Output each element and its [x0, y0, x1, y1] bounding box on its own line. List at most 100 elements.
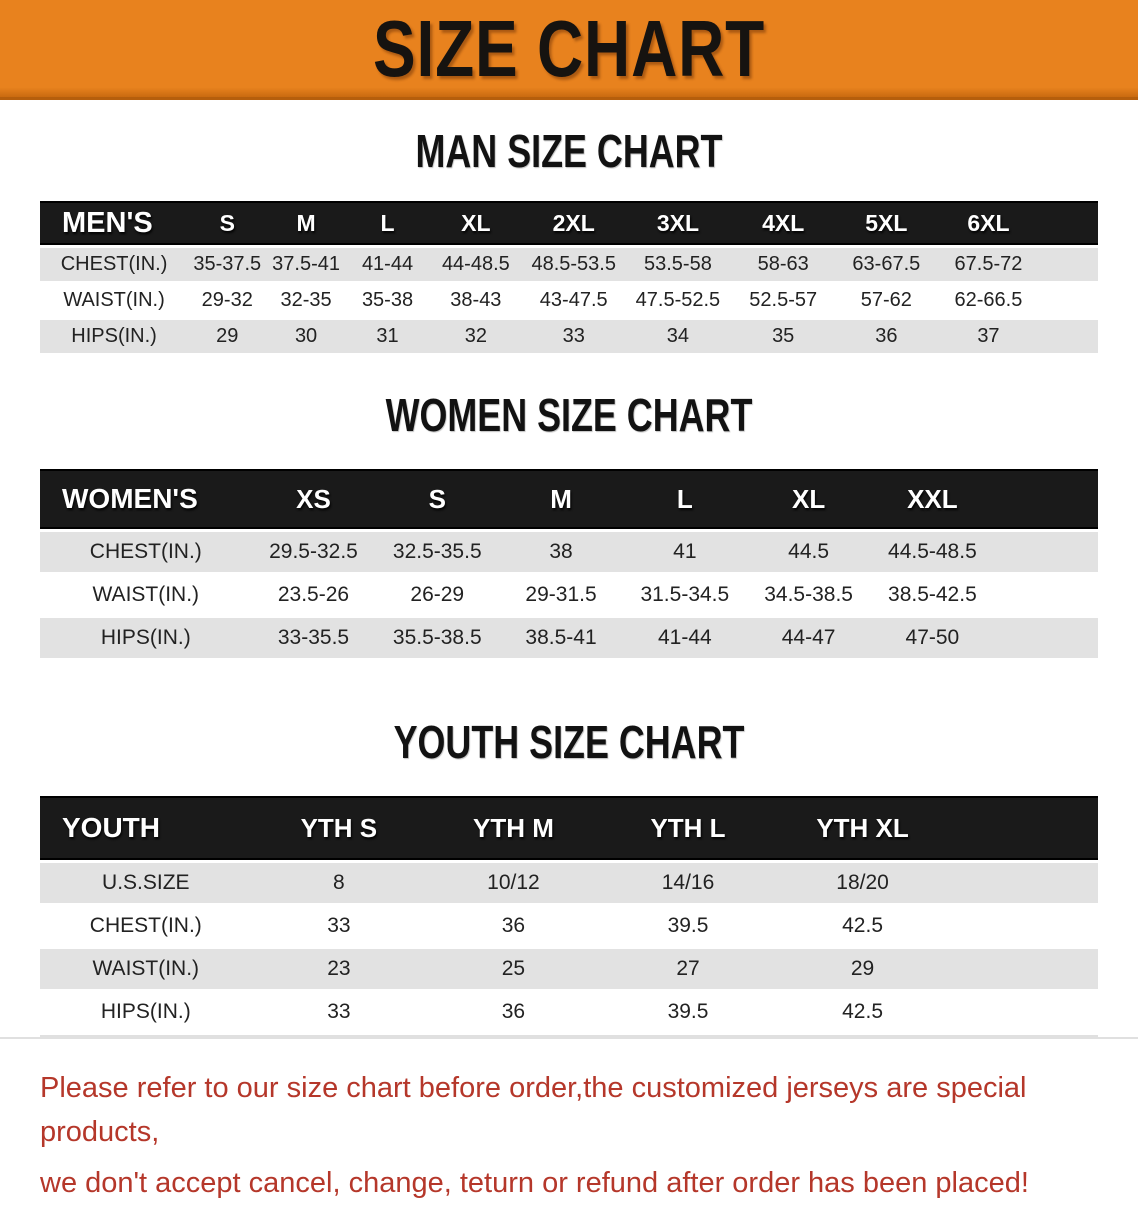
size-value-cell: 29.5-32.5: [251, 532, 376, 572]
size-value-cell: 32-35: [266, 284, 346, 317]
size-value-cell: 37: [937, 320, 1040, 353]
column-header: 5XL: [835, 201, 938, 245]
size-value-cell: 62-66.5: [937, 284, 1040, 317]
row-label: HIPS(IN.): [40, 618, 252, 658]
size-value-cell: 36: [426, 992, 601, 1032]
size-value-cell: 57-62: [835, 284, 938, 317]
column-header: YTH L: [600, 796, 776, 860]
size-value-cell: 44.5: [746, 532, 871, 572]
size-value-cell: 29: [188, 320, 267, 353]
size-value-cell: 30: [266, 320, 346, 353]
table-row: CHEST(IN.) 35-37.5 37.5-41 41-44 44-48.5 48.5…: [40, 248, 1098, 281]
column-header: 3XL: [625, 201, 731, 245]
table-header-row: MEN'S S M L XL 2XL 3XL 4XL 5XL 6XL: [40, 201, 1098, 245]
size-value-cell: 58-63: [730, 248, 836, 281]
table-header-row: YOUTH YTH S YTH M YTH L YTH XL: [40, 796, 1098, 860]
spacer-cell: [994, 469, 1098, 529]
row-label: WAIST(IN.): [40, 284, 189, 317]
section-heading: WOMEN SIZE CHART: [385, 389, 753, 441]
size-value-cell: 38.5-41: [499, 618, 623, 658]
row-label: WAIST(IN.): [40, 949, 252, 989]
section-youth-size-chart: YOUTH SIZE CHART YOUTH YTH S YTH M YTH L YTH …: [0, 715, 1138, 1039]
size-value-cell: 36: [426, 906, 601, 946]
size-value-cell: 32.5-35.5: [375, 532, 500, 572]
column-header: XL: [429, 201, 523, 245]
size-value-cell: 38: [499, 532, 623, 572]
table-header-row: WOMEN'S XS S M L XL XXL: [40, 469, 1098, 529]
column-header: XL: [746, 469, 871, 529]
size-value-cell: 42.5: [775, 906, 950, 946]
row-label: HIPS(IN.): [40, 320, 189, 353]
size-value-cell: 29: [775, 949, 950, 989]
size-value-cell: 31.5-34.5: [622, 575, 747, 615]
spacer-cell: [949, 992, 1098, 1032]
page-title: SIZE CHART: [373, 3, 765, 93]
size-value-cell: 35: [730, 320, 836, 353]
size-value-cell: 37.5-41: [266, 248, 346, 281]
size-value-cell: 41-44: [345, 248, 430, 281]
size-value-cell: 31: [345, 320, 430, 353]
size-value-cell: 53.5-58: [625, 248, 731, 281]
size-value-cell: 8: [251, 863, 427, 903]
spacer-cell: [994, 575, 1098, 615]
footer-note: Please refer to our size chart before or…: [40, 1067, 1100, 1206]
table-row: HIPS(IN.) 29 30 31 32 33 34 35 36 37: [40, 320, 1098, 353]
section-heading: YOUTH SIZE CHART: [393, 716, 745, 768]
table-row: WAIST(IN.) 29-32 32-35 35-38 38-43 43-47.5 47.…: [40, 284, 1098, 317]
spacer-cell: [949, 796, 1098, 860]
column-header: XXL: [870, 469, 995, 529]
size-value-cell: 63-67.5: [835, 248, 938, 281]
size-value-cell: 41-44: [622, 618, 747, 658]
column-header: L: [345, 201, 430, 245]
table-row: CHEST(IN.) 33 36 39.5 42.5: [40, 906, 1098, 946]
size-value-cell: 25: [426, 949, 601, 989]
column-header: 6XL: [937, 201, 1040, 245]
size-value-cell: 33: [251, 992, 427, 1032]
size-value-cell: 34.5-38.5: [746, 575, 871, 615]
size-value-cell: 29-31.5: [499, 575, 623, 615]
size-value-cell: 67.5-72: [937, 248, 1040, 281]
size-value-cell: 14/16: [600, 863, 776, 903]
size-value-cell: 23: [251, 949, 427, 989]
column-header: S: [375, 469, 500, 529]
spacer-cell: [1039, 320, 1098, 353]
size-value-cell: 26-29: [375, 575, 500, 615]
spacer-cell: [949, 863, 1098, 903]
column-header: YTH S: [251, 796, 427, 860]
row-label: CHEST(IN.): [40, 532, 252, 572]
section-women-size-chart: WOMEN SIZE CHART WOMEN'S XS S M L XL XXL CHEST(I…: [0, 388, 1138, 661]
women-size-table: WOMEN'S XS S M L XL XXL CHEST(IN.) 29.5-32.5 32.5…: [40, 466, 1098, 661]
size-value-cell: 48.5-53.5: [522, 248, 626, 281]
row-label: U.S.SIZE: [40, 863, 252, 903]
table-corner-label: YOUTH: [40, 796, 252, 860]
column-header: YTH M: [426, 796, 601, 860]
size-value-cell: 43-47.5: [522, 284, 626, 317]
size-value-cell: 35.5-38.5: [375, 618, 500, 658]
charts-container: MAN SIZE CHART MEN'S S M L XL 2XL 3XL 4XL 5XL 6XL C…: [0, 124, 1138, 1039]
note-line-2: we don't accept cancel, change, teturn o…: [40, 1167, 1029, 1199]
size-value-cell: 10/12: [426, 863, 601, 903]
size-value-cell: 27: [600, 949, 776, 989]
table-row: HIPS(IN.) 33-35.5 35.5-38.5 38.5-41 41-44 44-…: [40, 618, 1098, 658]
column-header: L: [622, 469, 747, 529]
youth-size-table: YOUTH YTH S YTH M YTH L YTH XL U.S.SIZE 8 10/12…: [40, 793, 1098, 1037]
row-label: CHEST(IN.): [40, 906, 252, 946]
size-value-cell: 44-48.5: [429, 248, 523, 281]
table-row: U.S.SIZE 8 10/12 14/16 18/20: [40, 863, 1098, 903]
size-value-cell: 35-37.5: [188, 248, 267, 281]
column-header: 4XL: [730, 201, 836, 245]
size-value-cell: 35-38: [345, 284, 430, 317]
size-value-cell: 44.5-48.5: [870, 532, 995, 572]
column-header: XS: [251, 469, 376, 529]
table-row: HIPS(IN.) 33 36 39.5 42.5: [40, 992, 1098, 1032]
spacer-cell: [1039, 284, 1098, 317]
section-heading: MAN SIZE CHART: [415, 125, 723, 177]
row-label: HIPS(IN.): [40, 992, 252, 1032]
size-value-cell: 39.5: [600, 906, 776, 946]
size-value-cell: 38-43: [429, 284, 523, 317]
note-line-1: Please refer to our size chart before or…: [40, 1072, 1027, 1148]
size-value-cell: 44-47: [746, 618, 871, 658]
size-value-cell: 47-50: [870, 618, 995, 658]
column-header: M: [266, 201, 346, 245]
size-value-cell: 41: [622, 532, 747, 572]
